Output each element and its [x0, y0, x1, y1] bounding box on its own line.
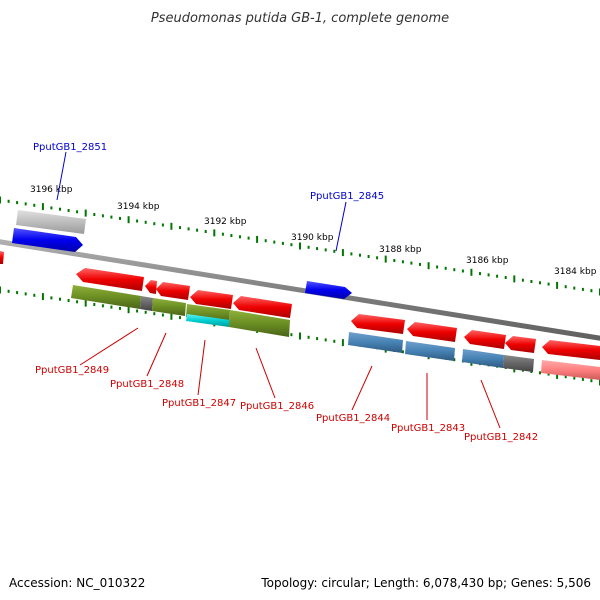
- locus-labels: PputGB1_2851 PputGB1_2845 PputGB1_2849 P…: [33, 142, 538, 443]
- scale-labels: 3196 kbp 3194 kbp 3192 kbp 3190 kbp 3188…: [30, 185, 597, 277]
- gene-2851[interactable]: [12, 228, 83, 252]
- scale-label-3194: 3194 kbp: [117, 202, 160, 212]
- scale-label-3188: 3188 kbp: [379, 245, 422, 255]
- backbone: [0, 239, 600, 341]
- cds-2848[interactable]: [152, 298, 186, 316]
- label-2851[interactable]: PputGB1_2851: [33, 142, 107, 153]
- scale-label-3196: 3196 kbp: [30, 185, 73, 195]
- accession-text: Accession: NC_010322: [9, 576, 145, 590]
- leader-2846: [255, 347, 276, 399]
- label-2848[interactable]: PputGB1_2848: [110, 379, 184, 390]
- label-2847[interactable]: PputGB1_2847: [162, 398, 236, 409]
- label-2844[interactable]: PputGB1_2844: [316, 413, 390, 424]
- cds-2843[interactable]: [405, 341, 455, 361]
- cds-2844[interactable]: [348, 332, 403, 353]
- gene-partial-left[interactable]: [0, 251, 4, 264]
- label-2842[interactable]: PputGB1_2842: [464, 432, 538, 443]
- genome-summary-text: Topology: circular; Length: 6,078,430 bp…: [260, 576, 591, 590]
- gene-track-red: [76, 268, 600, 360]
- leader-2849: [79, 327, 139, 366]
- label-2845[interactable]: PputGB1_2845: [310, 191, 384, 202]
- leader-2851: [56, 151, 67, 201]
- gene-2848-small[interactable]: [145, 280, 157, 294]
- cds-2846[interactable]: [229, 310, 290, 337]
- cds-2842[interactable]: [462, 349, 504, 368]
- cds-2841[interactable]: [541, 360, 600, 380]
- scale-ruler-outer: [0, 196, 600, 296]
- leader-2847: [197, 339, 206, 396]
- cds-2842-dark[interactable]: [503, 355, 534, 372]
- cds-track: [71, 285, 600, 380]
- gene-2847[interactable]: [190, 290, 233, 309]
- gene-2842a[interactable]: [464, 330, 506, 349]
- gene-2845[interactable]: [305, 281, 352, 299]
- gene-2844[interactable]: [351, 314, 405, 334]
- gene-2842b[interactable]: [505, 336, 536, 353]
- label-2843[interactable]: PputGB1_2843: [391, 423, 465, 434]
- map-title: Pseudomonas putida GB-1, complete genome: [151, 11, 449, 26]
- leader-2848: [146, 332, 167, 377]
- label-leaders: [56, 151, 501, 429]
- scale-label-3192: 3192 kbp: [204, 217, 247, 227]
- outer-track: [0, 210, 352, 299]
- leader-2844: [351, 365, 373, 411]
- scale-label-3186: 3186 kbp: [466, 256, 509, 266]
- leader-2845: [335, 201, 347, 252]
- cds-2849[interactable]: [71, 285, 141, 309]
- label-2849[interactable]: PputGB1_2849: [35, 365, 109, 376]
- scale-label-3184: 3184 kbp: [554, 267, 597, 277]
- gene-2843[interactable]: [407, 322, 457, 342]
- gene-2841[interactable]: [542, 340, 600, 360]
- cds-2847-cyan[interactable]: [186, 314, 230, 327]
- label-2846[interactable]: PputGB1_2846: [240, 401, 314, 412]
- gene-2846[interactable]: [233, 296, 292, 318]
- leader-2842: [480, 379, 501, 429]
- cds-2848-dark[interactable]: [140, 296, 153, 311]
- gene-2848[interactable]: [156, 282, 190, 300]
- gene-gray-outer[interactable]: [16, 210, 86, 234]
- gene-2849[interactable]: [76, 268, 144, 291]
- scale-label-3190: 3190 kbp: [291, 233, 334, 243]
